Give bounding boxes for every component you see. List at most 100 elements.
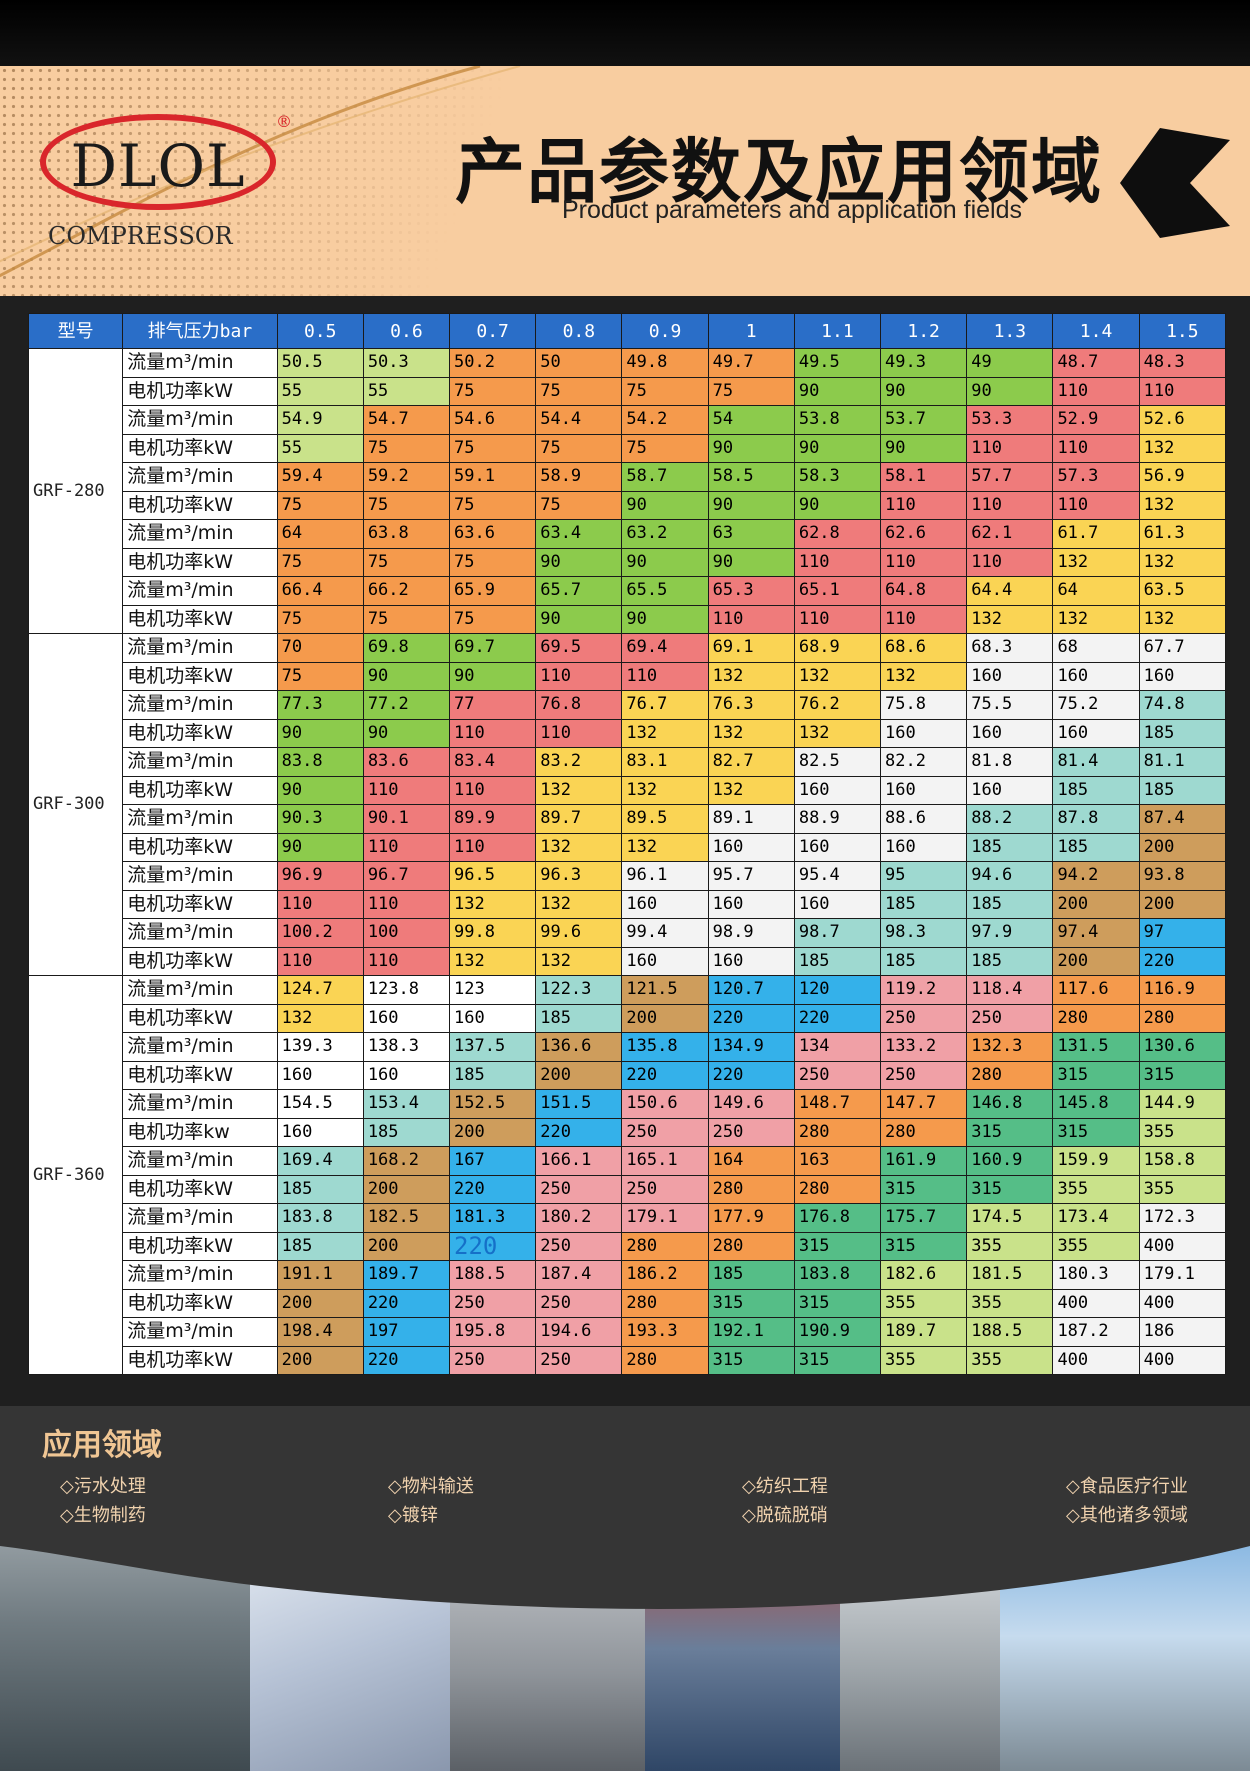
table-cell: 160	[966, 661, 1054, 691]
table-cell: 66.2	[362, 576, 451, 606]
table-cell: 355	[966, 1231, 1054, 1261]
table-cell: 160	[793, 832, 882, 862]
header-banner: DLOL ® COMPRESSOR 产品参数及应用领域 Product para…	[0, 66, 1250, 296]
table-row: 电机功率kW 185 200 220 250 280 280 315 315 355 355 400	[29, 1231, 1227, 1261]
table-cell: 53.3	[966, 405, 1054, 435]
table-cell: 145.8	[1052, 1089, 1140, 1119]
table-cell: 63.8	[362, 519, 451, 549]
table-cell: 110	[276, 889, 364, 919]
table-cell: 110	[449, 775, 537, 805]
table-cell: 120	[793, 975, 882, 1005]
table-cell: 75	[535, 490, 623, 520]
table-cell: 132	[621, 775, 709, 805]
table-cell: 50	[535, 348, 623, 378]
header-pressure-value: 1.4	[1052, 313, 1140, 349]
table-cell: 132	[707, 775, 795, 805]
table-cell: 76.8	[535, 690, 623, 720]
table-row: 电机功率kW 90 110 110 132 132 160 160 160 185 185 200	[29, 832, 1227, 862]
table-cell: 88.6	[880, 804, 968, 834]
table-cell: 68	[1052, 633, 1140, 663]
table-cell: 110	[966, 433, 1054, 463]
table-cell: 90	[276, 775, 364, 805]
table-cell: 132	[449, 889, 537, 919]
table-cell: 110	[880, 490, 968, 520]
table-row: 电机功率kW 75 90 90 110 110 132 132 132 160 160 160	[29, 661, 1227, 691]
table-cell: 49.3	[880, 348, 968, 378]
table-cell: 58.1	[880, 462, 968, 492]
table-cell: 96.3	[535, 861, 623, 891]
model-name: GRF-360	[27, 975, 124, 1375]
table-cell: 160	[707, 889, 795, 919]
table-cell: 52.9	[1052, 405, 1140, 435]
table-cell: 53.7	[880, 405, 968, 435]
table-cell: 250	[621, 1174, 709, 1204]
table-cell: 220	[449, 1174, 537, 1204]
table-cell: 198.4	[276, 1317, 364, 1347]
table-cell: 135.8	[621, 1032, 709, 1062]
table-cell: 75	[449, 547, 537, 577]
table-cell: 62.6	[880, 519, 968, 549]
table-cell: 75	[707, 376, 795, 406]
table-cell: 62.1	[966, 519, 1054, 549]
table-cell: 355	[1052, 1174, 1140, 1204]
arrow-left-icon	[1120, 128, 1230, 238]
header-pressure-value: 0.7	[449, 313, 537, 349]
application-item: ◇污水处理	[60, 1476, 146, 1497]
table-cell: 89.1	[707, 804, 795, 834]
table-cell: 132	[535, 832, 623, 862]
header-pressure-value: 1.2	[880, 313, 968, 349]
table-cell: 355	[880, 1345, 968, 1375]
parameter-table: 型号 排气压力bar 0.5 0.6 0.7 0.8 0.9 1 1.1 1.2 1.3 1.4 1…	[27, 313, 1227, 1375]
table-row: 电机功率kW 185 200 220 250 250 280 280 315 315 355 355	[29, 1174, 1227, 1204]
table-cell: 132	[880, 661, 968, 691]
table-cell: 132	[793, 718, 882, 748]
table-cell: 315	[793, 1231, 882, 1261]
model-name: GRF-280	[27, 348, 124, 634]
table-cell: 160	[966, 775, 1054, 805]
table-cell: 49	[966, 348, 1054, 378]
table-cell: 220	[621, 1060, 709, 1090]
table-cell: 187.2	[1052, 1317, 1140, 1347]
table-cell: 63.5	[1138, 576, 1227, 606]
row-label: 流量m³/min	[122, 861, 278, 891]
row-label: 电机功率kW	[122, 1174, 278, 1204]
table-cell: 96.5	[449, 861, 537, 891]
table-cell: 87.4	[1138, 804, 1227, 834]
table-cell: 110	[276, 946, 364, 976]
table-cell: 90	[621, 547, 709, 577]
table-cell: 61.3	[1138, 519, 1227, 549]
table-cell: 90	[276, 832, 364, 862]
table-cell: 83.4	[449, 747, 537, 777]
table-cell: 110	[707, 604, 795, 634]
row-label: 电机功率kW	[122, 433, 278, 463]
row-label: 流量m³/min	[122, 1089, 278, 1119]
table-cell: 122.3	[535, 975, 623, 1005]
table-cell: 186	[1138, 1317, 1227, 1347]
table-cell: 160	[276, 1117, 364, 1147]
table-row: 流量m³/min 139.3 138.3 137.5 136.6 135.8 134.9 13…	[29, 1032, 1227, 1062]
table-row: 电机功率kW 110 110 132 132 160 160 185 185 185 200 220	[29, 946, 1227, 976]
table-cell: 160	[1052, 718, 1140, 748]
row-label: 流量m³/min	[122, 348, 278, 378]
table-cell: 132	[1052, 604, 1140, 634]
table-cell: 280	[1138, 1003, 1227, 1033]
row-label: 电机功率kW	[122, 661, 278, 691]
row-label: 流量m³/min	[122, 690, 278, 720]
table-cell: 220	[1138, 946, 1227, 976]
table-cell: 132	[966, 604, 1054, 634]
table-cell: 137.5	[449, 1032, 537, 1062]
table-cell: 55	[362, 376, 451, 406]
table-cell: 54.9	[276, 405, 364, 435]
table-cell: 96.1	[621, 861, 709, 891]
applications-section: 应用领域 ◇污水处理 ◇物料输送 ◇纺织工程 ◇食品医疗行业 ◇生物制药 ◇镀锌…	[0, 1406, 1250, 1526]
table-cell: 200	[1052, 946, 1140, 976]
table-cell: 110	[362, 832, 451, 862]
table-cell: 191.1	[276, 1260, 364, 1290]
table-cell: 90	[880, 433, 968, 463]
header-pressure-value: 0.6	[362, 313, 451, 349]
table-cell: 400	[1138, 1231, 1227, 1261]
table-cell: 280	[793, 1117, 882, 1147]
row-label: 流量m³/min	[122, 975, 278, 1005]
table-cell: 185	[1052, 775, 1140, 805]
table-cell: 63.6	[449, 519, 537, 549]
